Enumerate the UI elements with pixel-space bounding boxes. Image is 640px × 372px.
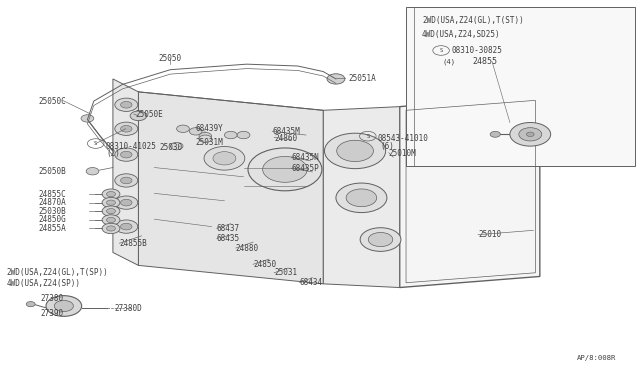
Text: 24850G: 24850G <box>38 215 66 224</box>
Circle shape <box>115 196 138 209</box>
Circle shape <box>199 135 212 142</box>
Circle shape <box>130 111 147 121</box>
Circle shape <box>115 148 138 161</box>
Circle shape <box>337 140 373 161</box>
Polygon shape <box>138 92 323 284</box>
Text: 25050C: 25050C <box>38 97 66 106</box>
Circle shape <box>189 128 202 135</box>
Circle shape <box>213 152 236 165</box>
Text: 25051A: 25051A <box>349 74 376 83</box>
Circle shape <box>102 189 120 199</box>
Text: (6): (6) <box>381 142 394 151</box>
Text: S: S <box>366 134 369 139</box>
Text: (4): (4) <box>443 58 456 65</box>
Circle shape <box>115 98 138 112</box>
Circle shape <box>54 301 74 311</box>
Circle shape <box>199 132 212 140</box>
Text: 24880: 24880 <box>236 244 259 253</box>
Text: 25030B: 25030B <box>38 206 66 216</box>
Text: 27380: 27380 <box>41 294 64 303</box>
Text: 08543-41010: 08543-41010 <box>378 134 429 143</box>
Circle shape <box>519 128 541 141</box>
Polygon shape <box>399 96 540 288</box>
Text: 24855C: 24855C <box>38 190 66 199</box>
Text: 25050B: 25050B <box>38 167 66 176</box>
Text: 08310-41025: 08310-41025 <box>106 142 157 151</box>
Circle shape <box>81 115 94 122</box>
Circle shape <box>177 125 189 132</box>
Text: 24860: 24860 <box>274 134 297 143</box>
Circle shape <box>106 200 115 205</box>
Text: 4WD(USA,Z24(SP)): 4WD(USA,Z24(SP)) <box>6 279 81 288</box>
Circle shape <box>120 102 132 108</box>
Text: 25030: 25030 <box>159 143 182 152</box>
Circle shape <box>102 198 120 208</box>
Circle shape <box>225 131 237 139</box>
Text: 68439Y: 68439Y <box>196 124 223 133</box>
Circle shape <box>106 226 115 231</box>
Circle shape <box>360 228 401 251</box>
Circle shape <box>26 302 35 307</box>
Circle shape <box>46 296 82 316</box>
Text: 68435P: 68435P <box>291 164 319 173</box>
Circle shape <box>510 122 550 146</box>
Text: 27380D: 27380D <box>115 304 143 313</box>
Circle shape <box>106 209 115 214</box>
Text: 24855B: 24855B <box>119 239 147 248</box>
Circle shape <box>115 122 138 135</box>
Circle shape <box>106 217 115 222</box>
Text: 08310-30825: 08310-30825 <box>452 46 503 55</box>
Circle shape <box>120 151 132 158</box>
Text: S: S <box>440 48 443 53</box>
Circle shape <box>86 167 99 175</box>
Text: 27390: 27390 <box>41 309 64 318</box>
Circle shape <box>120 177 132 184</box>
Circle shape <box>248 148 322 191</box>
Circle shape <box>102 215 120 225</box>
Circle shape <box>115 220 138 233</box>
Text: 25010M: 25010M <box>389 149 417 158</box>
Circle shape <box>115 174 138 187</box>
Circle shape <box>204 147 245 170</box>
Text: (2): (2) <box>106 149 120 158</box>
Circle shape <box>368 232 393 247</box>
Circle shape <box>102 206 120 216</box>
Text: AP/8:008R: AP/8:008R <box>577 355 616 361</box>
Text: 68434: 68434 <box>300 278 323 287</box>
Text: S: S <box>94 141 97 146</box>
Text: 25031M: 25031M <box>196 138 223 147</box>
Circle shape <box>106 192 115 197</box>
Circle shape <box>120 199 132 206</box>
Polygon shape <box>113 79 138 265</box>
Text: 24855: 24855 <box>473 57 498 66</box>
Circle shape <box>170 142 183 150</box>
Circle shape <box>102 223 120 234</box>
Circle shape <box>336 183 387 212</box>
Text: 24850: 24850 <box>253 260 276 269</box>
Text: 25010: 25010 <box>478 230 501 239</box>
Text: 25031: 25031 <box>274 268 297 277</box>
Circle shape <box>490 131 500 137</box>
Circle shape <box>237 131 250 139</box>
Text: 25050: 25050 <box>159 54 182 63</box>
Text: 24870A: 24870A <box>38 198 66 207</box>
Text: 68435N: 68435N <box>291 153 319 162</box>
Text: 24855A: 24855A <box>38 224 66 233</box>
Circle shape <box>346 189 377 207</box>
Circle shape <box>527 132 534 137</box>
Text: 68435M: 68435M <box>272 127 300 136</box>
Text: 68435: 68435 <box>217 234 240 243</box>
Circle shape <box>120 125 132 132</box>
Circle shape <box>327 74 345 84</box>
Circle shape <box>324 133 386 169</box>
Text: 2WD(USA,Z24(GL),T(ST)): 2WD(USA,Z24(GL),T(ST)) <box>422 16 524 25</box>
Text: 68437: 68437 <box>217 224 240 233</box>
Text: 25050E: 25050E <box>135 109 163 119</box>
Text: 4WD(USA,Z24,SD25): 4WD(USA,Z24,SD25) <box>422 30 500 39</box>
Text: 2WD(USA,Z24(GL),T(SP)): 2WD(USA,Z24(GL),T(SP)) <box>6 268 108 277</box>
Circle shape <box>262 157 307 182</box>
Circle shape <box>120 223 132 230</box>
Polygon shape <box>323 107 399 288</box>
Bar <box>406 7 636 166</box>
